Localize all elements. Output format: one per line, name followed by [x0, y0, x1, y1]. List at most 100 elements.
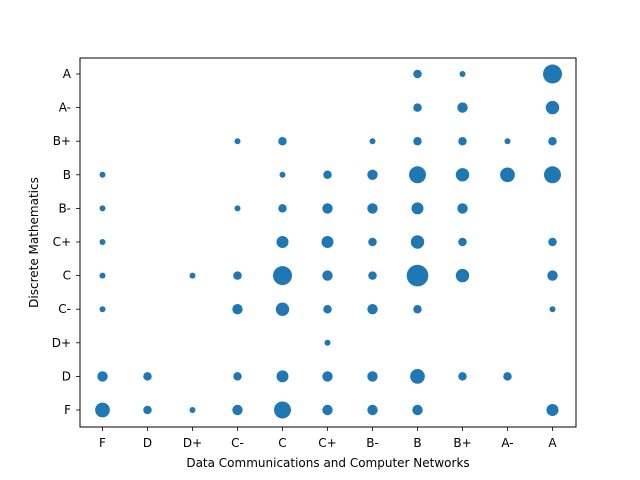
data-point — [458, 237, 467, 247]
x-tick-label: C — [278, 436, 286, 450]
x-tick-label: B+ — [453, 436, 471, 450]
data-point — [547, 270, 558, 281]
data-point — [233, 271, 242, 280]
points-layer — [95, 64, 562, 419]
x-tick-label: A — [548, 436, 557, 450]
data-point — [504, 138, 511, 145]
data-point — [276, 370, 289, 383]
data-point — [413, 136, 422, 146]
data-point — [458, 372, 467, 381]
data-point — [189, 407, 196, 413]
data-point — [367, 203, 378, 214]
x-tick-label: B — [413, 436, 421, 450]
data-point — [548, 237, 557, 247]
x-tick-label: D+ — [183, 436, 202, 450]
data-point — [367, 169, 378, 180]
y-tick-label: A- — [59, 101, 71, 115]
data-point — [545, 100, 560, 115]
data-point — [323, 170, 332, 180]
data-point — [459, 71, 466, 77]
x-axis-label: Data Communications and Computer Network… — [186, 456, 469, 470]
y-tick-label: D+ — [52, 336, 71, 350]
data-point — [278, 204, 287, 213]
data-point — [278, 136, 287, 146]
data-point — [143, 405, 152, 415]
data-point — [546, 404, 559, 416]
data-point — [99, 171, 106, 178]
data-point — [409, 166, 426, 184]
x-axis-ticks: F D D+ C- C C+ B- B B+ A- A — [99, 427, 557, 450]
data-point — [276, 236, 289, 248]
y-axis-label: Discrete Mathematics — [27, 177, 41, 308]
data-point — [99, 272, 106, 279]
data-point — [458, 136, 467, 146]
data-point — [543, 64, 562, 84]
data-point — [322, 371, 333, 382]
data-point — [234, 138, 241, 145]
data-point — [232, 404, 243, 416]
data-point — [367, 404, 378, 416]
data-point — [97, 371, 108, 382]
y-tick-label: F — [64, 403, 71, 417]
data-point — [234, 205, 241, 212]
y-tick-label: C — [63, 269, 71, 283]
data-point — [99, 306, 106, 313]
data-point — [143, 372, 152, 381]
data-point — [323, 304, 332, 314]
data-point — [413, 69, 422, 79]
data-point — [322, 404, 333, 416]
data-point — [321, 236, 334, 248]
y-tick-label: C+ — [53, 235, 71, 249]
y-tick-label: B+ — [53, 134, 71, 148]
y-tick-label: B- — [58, 201, 71, 215]
data-point — [274, 401, 291, 419]
x-tick-label: B- — [366, 436, 379, 450]
data-point — [413, 304, 422, 314]
data-point — [413, 103, 422, 112]
data-point — [367, 371, 378, 382]
data-point — [273, 266, 292, 286]
data-point — [99, 205, 106, 212]
data-point — [322, 203, 333, 214]
x-tick-label: A- — [501, 436, 513, 450]
data-point — [189, 272, 196, 279]
x-tick-label: F — [99, 436, 106, 450]
data-point — [324, 339, 331, 346]
data-point — [367, 304, 378, 315]
y-axis-ticks: F D D+ C- C C+ B- B B+ A- A — [52, 67, 80, 417]
x-tick-label: C- — [231, 436, 244, 450]
y-tick-label: B — [63, 168, 71, 182]
data-point — [457, 203, 468, 214]
data-point — [369, 138, 376, 145]
data-point — [233, 372, 242, 381]
data-point — [503, 372, 512, 381]
data-point — [410, 235, 425, 249]
data-point — [322, 270, 333, 281]
x-tick-label: D — [143, 436, 152, 450]
data-point — [279, 171, 286, 178]
data-point — [548, 136, 557, 146]
data-point — [549, 306, 556, 313]
data-point — [410, 369, 425, 384]
x-tick-label: C+ — [318, 436, 336, 450]
data-point — [368, 237, 377, 247]
data-point — [95, 402, 110, 418]
data-point — [455, 168, 470, 182]
data-point — [455, 268, 470, 283]
data-point — [544, 166, 561, 184]
plot-area-frame — [79, 57, 577, 428]
data-point — [412, 404, 423, 416]
data-point — [411, 202, 424, 215]
y-tick-label: D — [62, 369, 71, 383]
y-tick-label: C- — [58, 302, 71, 316]
data-point — [232, 304, 243, 315]
data-point — [457, 102, 468, 113]
data-point — [406, 264, 429, 287]
data-point — [275, 302, 290, 316]
y-tick-label: A — [63, 67, 72, 81]
data-point — [99, 239, 106, 245]
data-point — [500, 167, 515, 183]
data-point — [368, 271, 377, 280]
